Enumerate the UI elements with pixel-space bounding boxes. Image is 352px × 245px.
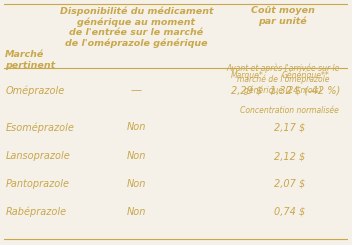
- Text: Disponibilité du médicament
générique au moment
de l'entrée sur le marché
de l'o: Disponibilité du médicament générique au…: [59, 6, 213, 48]
- Text: Non: Non: [127, 122, 146, 133]
- Text: Coût moyen
par unité: Coût moyen par unité: [251, 6, 315, 26]
- Text: 2,17 $: 2,17 $: [274, 122, 306, 133]
- Text: 0,74 $: 0,74 $: [274, 207, 306, 217]
- Text: Concentration normalisée: Concentration normalisée: [240, 106, 339, 115]
- Text: 1,32 $ (-42 %): 1,32 $ (-42 %): [270, 85, 340, 95]
- Text: Avant et après l'arrivée sur le
marché de l'oméprazole
générique (24 mois): Avant et après l'arrivée sur le marché d…: [226, 64, 340, 95]
- Text: Pantoprazole: Pantoprazole: [5, 179, 69, 189]
- Text: Non: Non: [127, 151, 146, 161]
- Text: 2,12 $: 2,12 $: [274, 151, 306, 161]
- Text: Lansoprazole: Lansoprazole: [5, 151, 70, 161]
- Text: Générique**: Générique**: [282, 71, 329, 80]
- Text: —: —: [131, 85, 142, 95]
- Text: Esoméprazole: Esoméprazole: [5, 122, 74, 133]
- Text: Marque*: Marque*: [230, 71, 263, 80]
- Text: 2,29 $: 2,29 $: [231, 85, 262, 95]
- Text: Non: Non: [127, 207, 146, 217]
- Text: Rabéprazole: Rabéprazole: [5, 207, 67, 217]
- Text: Oméprazole: Oméprazole: [5, 85, 64, 96]
- Text: Non: Non: [127, 179, 146, 189]
- Text: Marché
pertinent: Marché pertinent: [5, 50, 55, 70]
- Text: 2,07 $: 2,07 $: [274, 179, 306, 189]
